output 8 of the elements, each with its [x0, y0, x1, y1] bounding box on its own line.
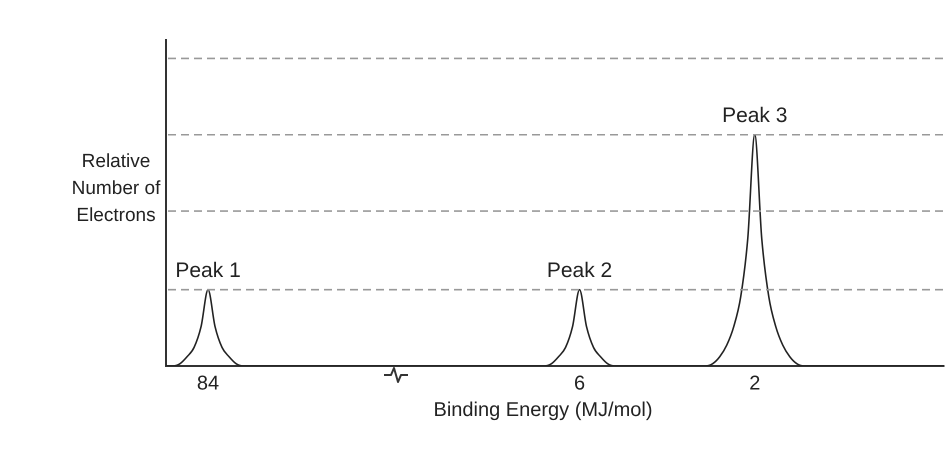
y-axis-title: Relative Number of Electrons: [70, 150, 162, 228]
x-axis-title: Binding Energy (MJ/mol): [432, 399, 654, 422]
annotation: Peak 2: [546, 258, 612, 282]
x-tick-label: 6: [574, 372, 586, 395]
annotation: Peak 3: [722, 104, 788, 128]
x-tick-label: 84: [196, 372, 220, 395]
x-tick-label: 2: [749, 372, 760, 395]
annotation: Peak 1: [175, 258, 241, 282]
